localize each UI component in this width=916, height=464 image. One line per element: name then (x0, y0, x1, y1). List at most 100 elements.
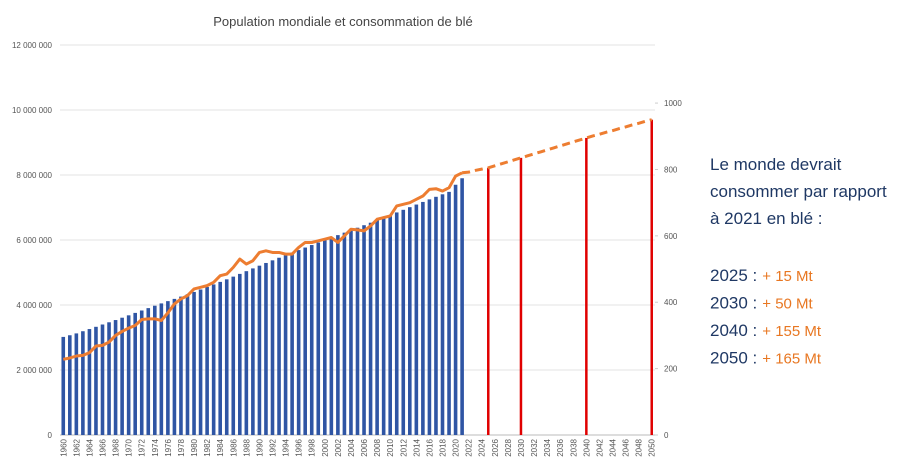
bar (94, 326, 98, 435)
annotation-line: consommer par rapport (710, 182, 887, 201)
bar (68, 335, 72, 435)
bar (296, 250, 301, 435)
bar (205, 286, 209, 435)
annotation-delta: + 165 Mt (762, 351, 822, 368)
y2-tick-label: 200 (664, 365, 678, 374)
annotation-delta: + 15 Mt (762, 268, 813, 285)
x-tick-label: 1972 (138, 438, 147, 456)
bar (198, 289, 203, 435)
bar (238, 273, 242, 435)
bar (100, 324, 105, 435)
x-tick-label: 1992 (269, 438, 278, 456)
x-tick-label: 1964 (85, 438, 94, 456)
bar (394, 212, 399, 435)
bar (139, 310, 144, 435)
bar (408, 207, 412, 435)
y-tick-label: 6 000 000 (16, 236, 52, 245)
x-tick-label: 2022 (465, 438, 474, 456)
x-tick-label: 1986 (229, 438, 238, 456)
annotation-delta: + 50 Mt (762, 296, 813, 313)
annotation-year: 2050 : (710, 349, 757, 368)
x-tick-label: 1984 (216, 438, 225, 456)
bar (185, 294, 190, 435)
bar (401, 209, 406, 435)
bar (224, 279, 229, 435)
bar (81, 331, 85, 435)
bar (414, 204, 419, 435)
y-tick-label: 0 (48, 431, 53, 440)
bar (126, 315, 131, 435)
y-tick-label: 12 000 000 (12, 41, 53, 50)
x-tick-label: 2026 (491, 438, 500, 456)
x-tick-label: 2014 (412, 438, 421, 456)
bar (159, 303, 164, 435)
x-tick-label: 2036 (556, 438, 565, 456)
bar (257, 265, 262, 435)
bar (179, 296, 183, 435)
x-tick-label: 2030 (517, 438, 526, 456)
x-tick-label: 1974 (151, 438, 160, 456)
projection-line (461, 118, 653, 175)
bar (329, 237, 334, 435)
bar (388, 215, 392, 435)
bar (146, 308, 151, 435)
bar (231, 276, 236, 435)
y-tick-label: 4 000 000 (16, 301, 52, 310)
y2-tick-label: 400 (664, 298, 678, 307)
x-tick-label: 1966 (99, 438, 108, 456)
bar (440, 194, 445, 435)
bar (434, 196, 438, 435)
bar (290, 252, 294, 435)
bar (153, 305, 157, 435)
x-tick-label: 2046 (622, 438, 631, 456)
y2-tick-label: 600 (664, 232, 678, 241)
x-tick-label: 2004 (347, 438, 356, 456)
x-tick-label: 1980 (190, 438, 199, 456)
bar (421, 201, 425, 435)
annotation-line: Le monde devrait (710, 155, 842, 174)
y2-tick-label: 800 (664, 165, 678, 174)
annotation-item: 2040 : + 155 Mt (710, 321, 822, 340)
bar (316, 242, 321, 435)
bar (133, 312, 137, 435)
bar (218, 281, 222, 435)
bar (460, 178, 464, 435)
x-tick-label: 1982 (203, 438, 212, 456)
x-tick-label: 1990 (255, 438, 264, 456)
bar (447, 191, 451, 435)
annotation-delta: + 155 Mt (762, 323, 822, 340)
x-tick-label: 2038 (569, 438, 578, 456)
bar (362, 225, 366, 435)
x-tick-label: 1960 (59, 438, 68, 456)
x-tick-label: 1970 (125, 438, 134, 456)
x-tick-label: 2018 (439, 438, 448, 456)
bar (355, 227, 360, 435)
x-tick-label: 1978 (177, 438, 186, 456)
y2-tick-label: 1000 (664, 99, 682, 108)
bar (519, 157, 523, 435)
bar (375, 220, 379, 435)
x-tick-label: 1998 (308, 438, 317, 456)
bar (172, 298, 177, 435)
bar (192, 291, 196, 435)
x-tick-label: 2008 (373, 438, 382, 456)
x-tick-label: 2016 (425, 438, 434, 456)
annotation-item: 2030 : + 50 Mt (710, 294, 814, 313)
y2-tick-label: 0 (664, 431, 669, 440)
annotation-item: 2025 : + 15 Mt (710, 266, 814, 285)
annotation-line: à 2021 en blé : (710, 209, 822, 228)
x-tick-label: 2040 (582, 438, 591, 456)
bar (87, 329, 92, 435)
x-tick-label: 2042 (595, 438, 604, 456)
bar (61, 336, 66, 435)
bar (74, 333, 79, 435)
bar (166, 301, 170, 435)
annotation-year: 2040 : (710, 321, 757, 340)
bar (120, 317, 124, 435)
x-tick-label: 2020 (452, 438, 461, 456)
x-tick-label: 1996 (295, 438, 304, 456)
chart-title: Population mondiale et consommation de b… (213, 14, 472, 29)
x-tick-label: 2050 (648, 438, 657, 456)
bar (264, 262, 268, 435)
